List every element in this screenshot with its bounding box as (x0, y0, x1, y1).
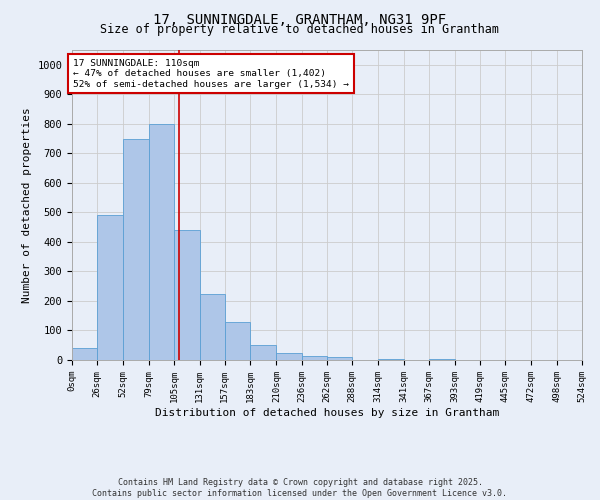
Bar (72, 348, 97, 360)
Bar (149, 124, 174, 360)
Bar (225, 322, 250, 360)
Text: 17 SUNNINGDALE: 110sqm
← 47% of detached houses are smaller (1,402)
52% of semi-: 17 SUNNINGDALE: 110sqm ← 47% of detached… (73, 59, 349, 88)
Text: Contains HM Land Registry data © Crown copyright and database right 2025.
Contai: Contains HM Land Registry data © Crown c… (92, 478, 508, 498)
Bar (250, 345, 277, 360)
X-axis label: Distribution of detached houses by size in Grantham: Distribution of detached houses by size … (155, 408, 499, 418)
Bar (97, 216, 122, 360)
Y-axis label: Number of detached properties: Number of detached properties (22, 107, 32, 303)
Text: 17, SUNNINGDALE, GRANTHAM, NG31 9PF: 17, SUNNINGDALE, GRANTHAM, NG31 9PF (154, 12, 446, 26)
Bar (377, 358, 404, 360)
Bar (277, 352, 302, 360)
Bar (429, 358, 455, 360)
Text: Size of property relative to detached houses in Grantham: Size of property relative to detached ho… (101, 22, 499, 36)
Bar (302, 356, 327, 360)
Bar (199, 294, 225, 360)
Bar (327, 357, 352, 360)
Bar (174, 230, 200, 360)
Bar (122, 138, 149, 360)
